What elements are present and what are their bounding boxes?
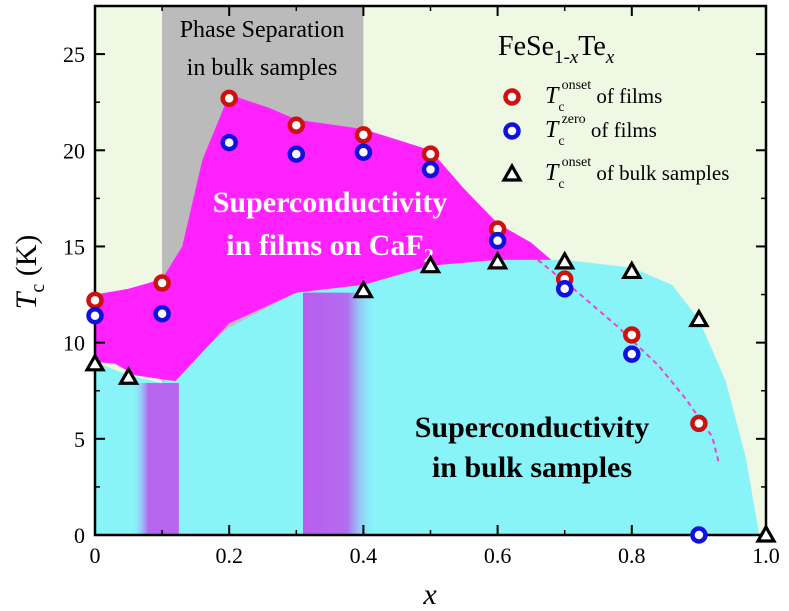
title-sub-x-1: x xyxy=(569,47,579,68)
film-region-label-line1: Superconductivity xyxy=(213,186,447,219)
x-tick-label: 0.4 xyxy=(350,543,378,568)
y-tick-label: 5 xyxy=(74,427,85,452)
legend-marker-2 xyxy=(501,162,523,182)
data-point-series-2 xyxy=(486,250,509,270)
data-point-series-2 xyxy=(621,260,643,280)
phase-separation-label-line2: in bulk samples xyxy=(187,55,338,81)
data-markers xyxy=(84,89,777,544)
data-point-series-0 xyxy=(623,326,641,344)
legend-label-1: Tczero of films xyxy=(545,112,657,149)
legend-label-2: Tconset of bulk samples xyxy=(545,155,729,192)
x-tick-label: 0 xyxy=(90,543,101,568)
legend-title: FeSe1-xTex xyxy=(498,31,615,68)
legend-label-0: Tconset of films xyxy=(545,78,662,115)
data-point-series-1 xyxy=(153,305,171,323)
y-tick-label: 20 xyxy=(63,138,85,163)
data-point-series-0 xyxy=(690,414,708,433)
x-axis-title: x xyxy=(422,578,437,611)
axis-ticks: 0 0.2 0.4 0.6 0.8 1.0 0 5 10 15 20 25 xyxy=(63,5,780,568)
y-axis-title-sub: c xyxy=(27,284,49,293)
title-sub-x-2: x xyxy=(605,47,615,68)
data-point-series-1 xyxy=(220,133,238,152)
film-region-label-text: in films on CaF xyxy=(226,229,424,262)
x-tick-label: 0.2 xyxy=(215,543,243,568)
data-point-series-2 xyxy=(84,352,106,372)
data-point-series-0 xyxy=(287,116,306,135)
data-point-series-2 xyxy=(352,279,375,299)
y-tick-label: 25 xyxy=(63,42,85,67)
data-point-series-1 xyxy=(421,160,440,179)
x-tick-label: 0.6 xyxy=(484,543,512,568)
film-region-label-line2: in films on CaF2 xyxy=(226,229,434,267)
data-point-series-0 xyxy=(86,291,104,310)
legend-marker-0 xyxy=(503,88,521,106)
data-point-series-2 xyxy=(117,366,140,385)
title-mid: Te xyxy=(578,31,606,62)
data-point-series-0 xyxy=(153,274,171,292)
data-point-series-1 xyxy=(690,526,708,544)
data-point-series-2 xyxy=(419,254,442,274)
bulk-superconductivity-region xyxy=(95,259,760,535)
legend-marker-1 xyxy=(503,122,521,140)
film-region-label-subscript: 2 xyxy=(424,245,434,267)
y-axis-title-unit: (K) xyxy=(10,235,43,284)
data-point-series-1 xyxy=(488,231,507,250)
overlap-band-left xyxy=(131,383,179,535)
data-point-series-1 xyxy=(555,280,574,298)
data-point-series-0 xyxy=(220,89,238,108)
data-point-series-1 xyxy=(86,306,104,325)
data-point-series-0 xyxy=(421,145,440,163)
y-tick-label: 15 xyxy=(63,234,85,259)
y-axis-title-T: T xyxy=(10,290,43,309)
y-axis-title: Tc (K) xyxy=(10,235,49,310)
data-point-series-2 xyxy=(553,250,576,270)
phase-separation-label-line1: Phase Separation xyxy=(180,17,345,43)
bulk-region-label-line1: Superconductivity xyxy=(415,411,649,444)
data-point-series-1 xyxy=(354,143,373,161)
data-point-series-1 xyxy=(623,345,641,363)
data-point-series-2 xyxy=(688,308,710,328)
y-tick-label: 10 xyxy=(63,331,85,356)
y-tick-label: 0 xyxy=(74,523,85,548)
x-tick-label: 1.0 xyxy=(752,543,780,568)
title-base: FeSe xyxy=(498,31,554,62)
data-point-series-2 xyxy=(755,523,777,543)
title-sub-1: 1- xyxy=(554,47,570,68)
x-tick-label: 0.8 xyxy=(618,543,646,568)
overlap-band-right xyxy=(303,292,377,535)
bulk-region-label-line2: in bulk samples xyxy=(432,451,632,484)
data-point-series-1 xyxy=(287,145,306,163)
data-point-series-0 xyxy=(354,126,373,144)
